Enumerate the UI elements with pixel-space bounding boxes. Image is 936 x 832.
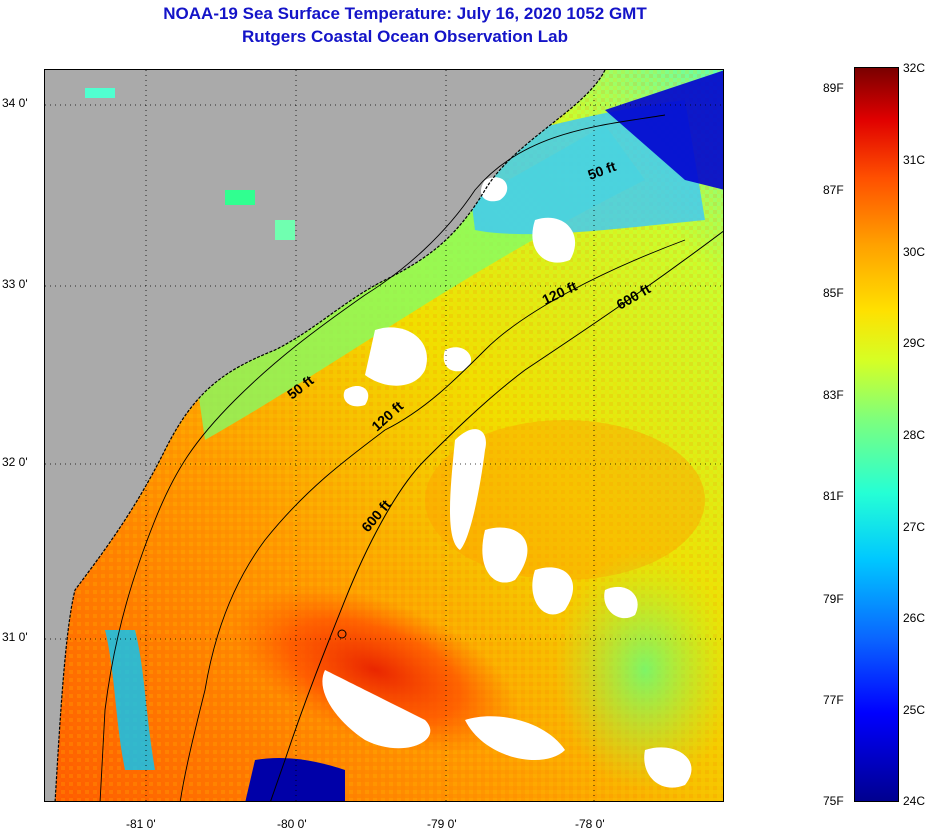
- map-title: NOAA-19 Sea Surface Temperature: July 16…: [163, 4, 647, 23]
- longitude-label: -80 0': [277, 817, 307, 831]
- colorbar-celsius-label: 30C: [903, 245, 926, 259]
- cool-water-patch: [245, 758, 345, 801]
- colorbar-fahrenheit-label: 83F: [823, 388, 844, 402]
- coastline: [54, 70, 606, 801]
- colorbar-fahrenheit-label: 87F: [823, 183, 844, 197]
- station-marker: [337, 629, 347, 639]
- colorbar-celsius-label: 31C: [903, 153, 926, 167]
- colorbar-celsius-label: 32C: [903, 61, 926, 75]
- latitude-label: 33 0': [2, 277, 28, 291]
- cloud-mask: [322, 177, 692, 788]
- colorbar-fahrenheit-label: 75F: [823, 794, 844, 808]
- latitude-label: 34 0': [2, 96, 28, 110]
- map-subtitle: Rutgers Coastal Ocean Observation Lab: [242, 27, 568, 46]
- sst-map: 50 ft 120 ft 600 ft 50 ft 120 ft 600 ft: [44, 69, 724, 802]
- longitude-label: -79 0': [427, 817, 457, 831]
- colorbar-fahrenheit-label: 77F: [823, 693, 844, 707]
- colorbar-fahrenheit-label: 85F: [823, 286, 844, 300]
- longitude-label: -81 0': [126, 817, 156, 831]
- colorbar-celsius-label: 24C: [903, 794, 926, 808]
- land-mass: [45, 70, 605, 801]
- longitude-label: -78 0': [575, 817, 605, 831]
- sst-map-canvas: 50 ft 120 ft 600 ft 50 ft 120 ft 600 ft: [45, 70, 723, 801]
- colorbar-fahrenheit-label: 81F: [823, 489, 844, 503]
- colorbar-celsius-label: 28C: [903, 428, 926, 442]
- temperature-colorbar: [854, 67, 899, 802]
- colorbar-celsius-label: 29C: [903, 336, 926, 350]
- colorbar-celsius-label: 25C: [903, 703, 926, 717]
- warm-hotspot: [232, 586, 518, 754]
- latitude-label: 32 0': [2, 455, 28, 469]
- latitude-label: 31 0': [2, 630, 28, 644]
- colorbar-fahrenheit-label: 89F: [823, 81, 844, 95]
- colorbar-fahrenheit-label: 79F: [823, 592, 844, 606]
- contour-50ft: [99, 114, 666, 801]
- colorbar-celsius-label: 26C: [903, 611, 926, 625]
- contour-120ft: [179, 239, 686, 801]
- contour-600ft: [270, 230, 723, 801]
- graticule: [45, 70, 723, 801]
- colorbar-celsius-label: 27C: [903, 520, 926, 534]
